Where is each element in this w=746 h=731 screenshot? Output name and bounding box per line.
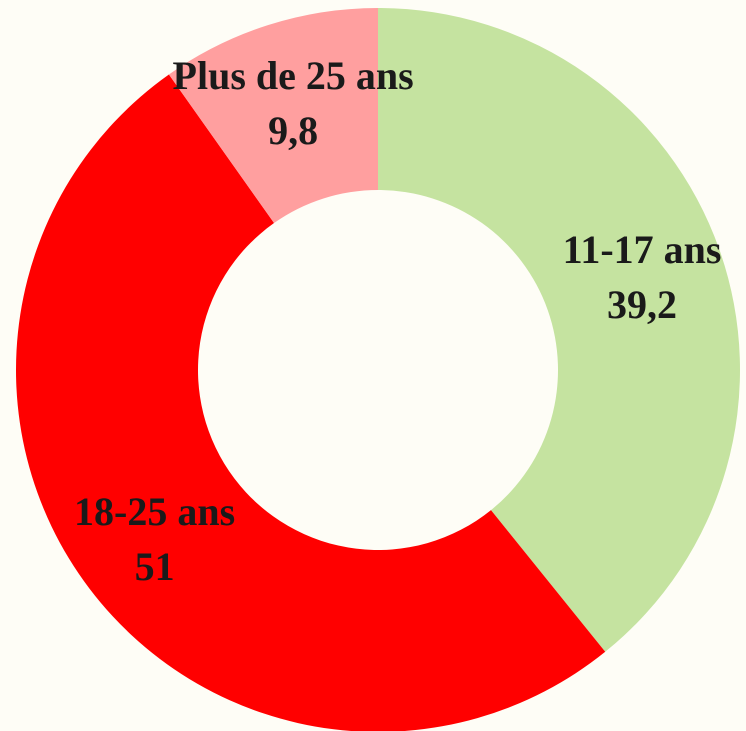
value-label: 39,2 xyxy=(607,281,678,327)
category-label: 11-17 ans xyxy=(562,226,722,272)
segment-label: 18-25 ans 51 xyxy=(30,484,280,594)
donut-segment xyxy=(168,8,378,224)
category-label: Plus de 25 ans xyxy=(172,53,414,99)
segment-label: Plus de 25 ans 9,8 xyxy=(168,48,418,158)
value-label: 9,8 xyxy=(268,108,319,154)
value-label: 51 xyxy=(134,543,175,589)
donut-segment xyxy=(378,8,740,652)
donut-segment xyxy=(15,74,606,731)
segment-label: 11-17 ans 39,2 xyxy=(517,222,746,332)
category-label: 18-25 ans xyxy=(74,488,236,534)
